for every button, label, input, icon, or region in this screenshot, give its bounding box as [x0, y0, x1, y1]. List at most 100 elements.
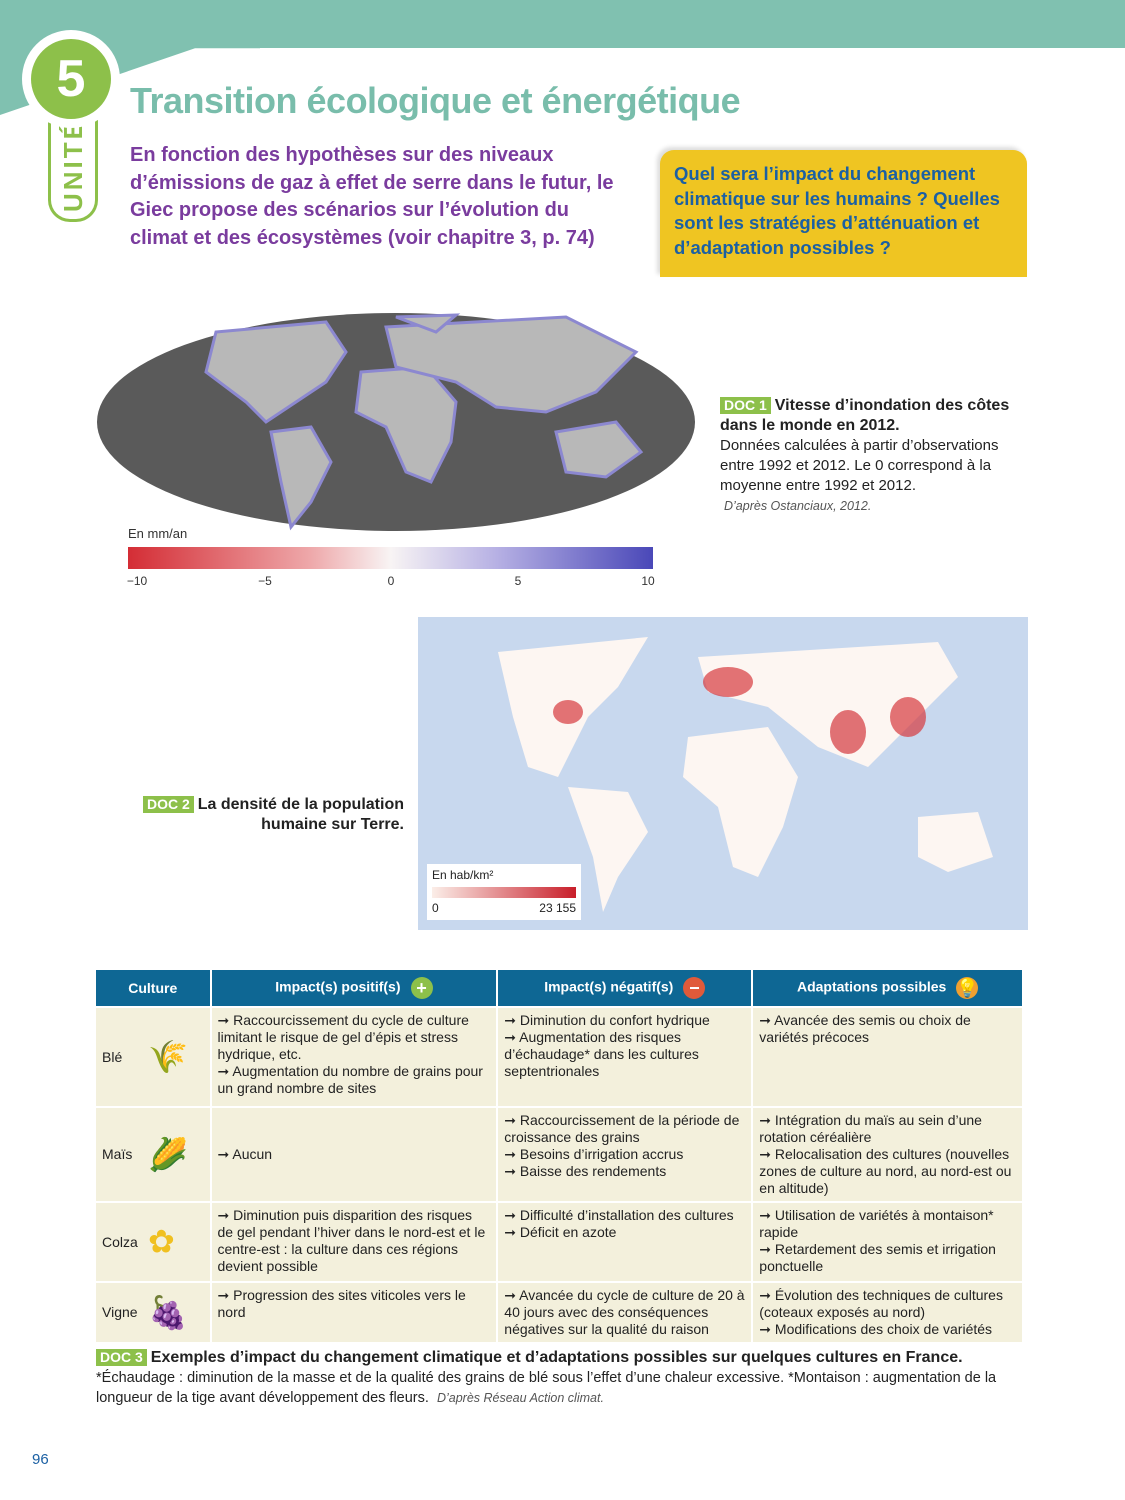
- doc-source: D’après Réseau Action climat.: [436, 1391, 604, 1405]
- doc-source: D’après Ostanciaux, 2012.: [724, 499, 872, 513]
- cell-item: ➞ Augmentation des risques d’échaudage* …: [504, 1029, 699, 1079]
- rapeseed-icon: ✿: [148, 1223, 175, 1260]
- corn-icon: 🌽: [148, 1136, 188, 1172]
- grape-icon: 🍇: [148, 1294, 188, 1330]
- arrow-icon: ➞: [759, 1146, 775, 1162]
- positive-cell: ➞ Raccourcissement du cycle de culture l…: [211, 1008, 497, 1106]
- colorbar-label: En mm/an: [128, 526, 188, 541]
- doc3-caption: DOC 3 Exemples d’impact du changement cli…: [96, 1348, 1026, 1408]
- adaptations-cell: ➞ Intégration du maïs au sein d’une rota…: [753, 1108, 1022, 1201]
- arrow-icon: ➞: [504, 1207, 520, 1223]
- arrow-icon: ➞: [759, 1207, 775, 1223]
- crop-name: Maïs: [102, 1146, 133, 1162]
- crop-cell: Vigne 🍇: [96, 1283, 210, 1342]
- doc-title: Exemples d’impact du changement climatiq…: [150, 1349, 963, 1366]
- crop-name: Vigne: [102, 1304, 138, 1320]
- header-positive: Impact(s) positif(s) +: [211, 970, 497, 1006]
- cell-item: ➞ Évolution des techniques de cultures (…: [759, 1287, 1003, 1320]
- cell-item: ➞ Augmentation du nombre de grains pour …: [217, 1063, 483, 1096]
- legend-max: 23 155: [539, 901, 576, 915]
- table-row: Blé 🌾 ➞ Raccourcissement du cycle de cultu…: [96, 1008, 1022, 1106]
- colorbar-tick: 10: [641, 574, 655, 588]
- colorbar-tick: −10: [126, 574, 148, 588]
- crop-cell: Maïs 🌽: [96, 1108, 210, 1201]
- negative-cell: ➞ Diminution du confort hydrique ➞ Augmen…: [498, 1008, 752, 1106]
- legend-min: 0: [432, 901, 439, 915]
- cell-item: ➞ Intégration du maïs au sein d’une rota…: [759, 1112, 982, 1145]
- positive-cell: ➞ Progression des sites viticoles vers l…: [211, 1283, 497, 1342]
- header-adaptations: Adaptations possibles 💡: [753, 970, 1022, 1006]
- cell-item: ➞ Avancée du cycle de culture de 20 à 40…: [504, 1287, 745, 1337]
- arrow-icon: ➞: [759, 1287, 775, 1303]
- crop-name: Colza: [102, 1233, 138, 1250]
- footnote: *Échaudage : diminution de la masse et d…: [96, 1370, 997, 1406]
- question-box: Quel sera l’impact du changement climati…: [660, 150, 1027, 277]
- header-negative: Impact(s) négatif(s) −: [498, 970, 752, 1006]
- coastal-flooding-map: [97, 313, 695, 531]
- negative-cell: ➞ Raccourcissement de la période de croi…: [498, 1108, 752, 1201]
- arrow-icon: ➞: [217, 1207, 234, 1223]
- legend-gradient: [432, 887, 576, 898]
- colorbar-tick: −5: [258, 574, 272, 588]
- cell-item: ➞ Baisse des rendements: [504, 1163, 667, 1179]
- colorbar-tick: 0: [387, 574, 395, 588]
- arrow-icon: ➞: [504, 1112, 520, 1128]
- unit-number: 5: [31, 39, 111, 119]
- cell-item: ➞ Aucun: [217, 1146, 273, 1162]
- cell-item: ➞ Diminution puis disparition des risque…: [217, 1207, 486, 1274]
- intro-text: En fonction des hypothèses sur des nivea…: [130, 144, 614, 249]
- minus-icon: −: [683, 977, 706, 999]
- doc-tag: DOC 1: [720, 397, 771, 414]
- cell-item: ➞ Diminution du confort hydrique: [504, 1012, 710, 1028]
- negative-cell: ➞ Avancée du cycle de culture de 20 à 40…: [498, 1283, 752, 1342]
- cell-item: ➞ Avancée des semis ou choix de variétés…: [759, 1012, 971, 1045]
- crop-cell: Colza ✿: [96, 1203, 210, 1281]
- crop-cell: Blé 🌾: [96, 1008, 210, 1106]
- table-row: Colza ✿ ➞ Diminution puis disparition des …: [96, 1203, 1022, 1281]
- legend-label: En hab/km²: [432, 868, 494, 882]
- doc-tag: DOC 3: [96, 1349, 147, 1366]
- world-map: [498, 637, 993, 912]
- unit-label-text: UNITÉ: [57, 119, 88, 212]
- cell-item: ➞ Retardement des semis et irrigation po…: [759, 1241, 996, 1274]
- crop-impact-table: Culture Impact(s) positif(s) + Impact(s) …: [94, 968, 1024, 1344]
- colorbar-tick: 5: [514, 574, 522, 588]
- adaptations-cell: ➞ Avancée des semis ou choix de variétés…: [753, 1008, 1022, 1106]
- adaptations-cell: ➞ Évolution des techniques de cultures (…: [753, 1283, 1022, 1342]
- arrow-icon: ➞: [217, 1063, 233, 1079]
- lightbulb-icon: 💡: [956, 977, 979, 999]
- continents: [204, 313, 644, 531]
- positive-cell: ➞ Aucun: [211, 1108, 497, 1201]
- colorbar: [128, 547, 653, 569]
- cell-item: ➞ Déficit en azote: [504, 1224, 617, 1240]
- crop-name: Blé: [102, 1048, 123, 1065]
- header-culture: Culture: [96, 970, 210, 1006]
- arrow-icon: ➞: [759, 1321, 775, 1337]
- cell-item: ➞ Progression des sites viticoles vers l…: [217, 1287, 466, 1320]
- arrow-icon: ➞: [759, 1112, 775, 1128]
- doc-tag: DOC 2: [142, 796, 194, 813]
- adaptations-cell: ➞ Utilisation de variétés à montaison* r…: [753, 1203, 1022, 1281]
- density-legend: En hab/km² 0 23 155: [427, 864, 581, 920]
- cell-item: ➞ Utilisation de variétés à montaison* r…: [759, 1207, 994, 1240]
- doc-title: Vitesse d’inondation des côtes dans le m…: [720, 397, 1010, 434]
- arrow-icon: ➞: [504, 1012, 520, 1028]
- cell-item: ➞ Relocalisation des cultures (nouvelles…: [759, 1146, 1012, 1196]
- negative-cell: ➞ Difficulté d’installation des cultures…: [498, 1203, 752, 1281]
- page-title: Transition écologique et énergétique: [130, 80, 741, 121]
- unit-label: UNITÉ: [48, 112, 98, 222]
- arrow-icon: ➞: [217, 1287, 234, 1303]
- arrow-icon: ➞: [759, 1241, 775, 1257]
- arrow-icon: ➞: [504, 1163, 520, 1179]
- wheat-icon: 🌾: [148, 1038, 188, 1075]
- doc2-caption: DOC 2 La densité de la population humaine…: [100, 795, 404, 835]
- arrow-icon: ➞: [504, 1287, 520, 1303]
- arrow-icon: ➞: [504, 1029, 520, 1045]
- arrow-icon: ➞: [504, 1224, 520, 1240]
- table-row: Vigne 🍇 ➞ Progression des sites viticoles …: [96, 1283, 1022, 1342]
- arrow-icon: ➞: [504, 1146, 520, 1162]
- positive-cell: ➞ Diminution puis disparition des risque…: [211, 1203, 497, 1281]
- doc-title: La densité de la population humaine sur …: [197, 796, 404, 833]
- cell-item: ➞ Modifications des choix de variétés: [759, 1321, 993, 1337]
- table-row: Maïs 🌽 ➞ Aucun ➞ Raccourcissement de la pér…: [96, 1108, 1022, 1201]
